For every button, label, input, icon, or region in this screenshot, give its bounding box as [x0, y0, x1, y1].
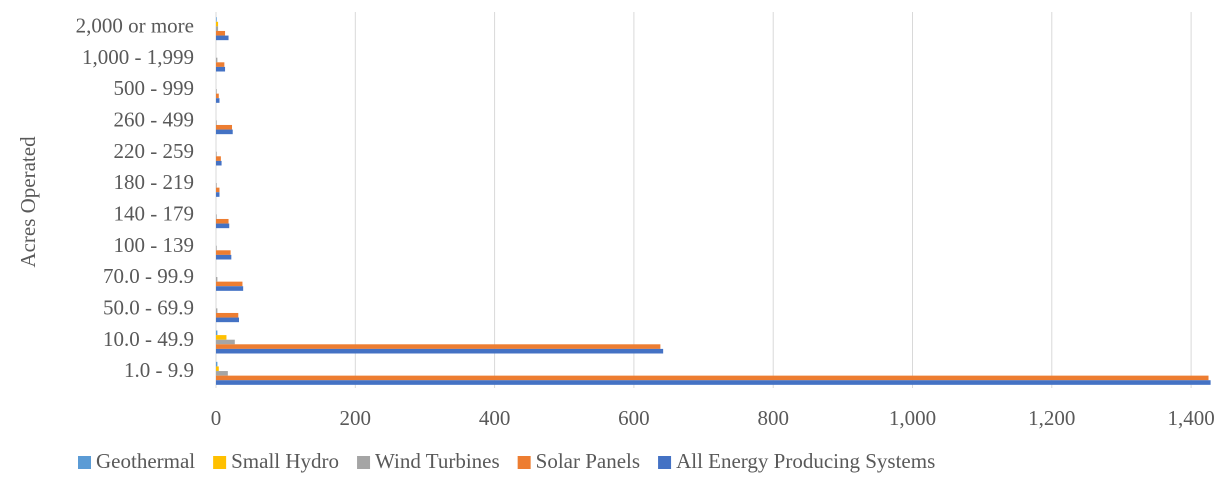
bar	[216, 156, 221, 161]
x-tick-label: 400	[479, 406, 511, 430]
category-label: 100 - 139	[114, 233, 195, 257]
bar	[216, 317, 239, 323]
bar	[216, 35, 229, 41]
bar	[216, 380, 1211, 385]
legend-swatch	[517, 456, 531, 469]
category-label: 10.0 - 49.9	[103, 327, 194, 351]
bar	[216, 30, 226, 36]
bar	[216, 187, 220, 193]
bar	[216, 366, 219, 372]
category-label: 140 - 179	[114, 201, 195, 225]
x-tick-label: 0	[211, 406, 222, 430]
bar	[216, 192, 220, 197]
category-label: 180 - 219	[114, 170, 195, 194]
y-axis-label: Acres Operated	[16, 136, 40, 268]
category-label: 260 - 499	[114, 107, 195, 131]
bar	[216, 361, 218, 367]
bar	[216, 223, 230, 229]
category-label: 70.0 - 99.9	[103, 264, 194, 288]
bar	[216, 98, 220, 103]
bar	[216, 124, 233, 130]
category-label: 500 - 999	[114, 76, 195, 100]
bar	[216, 308, 218, 313]
x-tick-label: 1,000	[889, 406, 936, 430]
bars-group	[216, 17, 1211, 385]
category-label: 2,000 or more	[76, 13, 194, 37]
bar	[216, 57, 218, 63]
bar	[216, 254, 232, 260]
x-tick-label: 600	[618, 406, 650, 430]
gridlines	[215, 12, 1192, 388]
bar	[216, 250, 231, 255]
category-label: 220 - 259	[114, 139, 195, 163]
x-tick-label: 1,200	[1028, 406, 1075, 430]
bar	[216, 277, 218, 282]
bar	[216, 214, 217, 219]
legend-swatch	[78, 456, 91, 469]
legend: Geothermal Small Hydro Wind Turbines Solar …	[78, 449, 935, 473]
legend-swatch	[213, 456, 227, 469]
bar	[216, 26, 219, 31]
bar	[216, 66, 226, 72]
bar	[216, 281, 243, 287]
x-tick-labels: 0 200 400 600 800 1,000 1,200 1,400	[211, 406, 1215, 430]
bar	[216, 348, 664, 354]
bar	[216, 160, 222, 166]
bar	[216, 89, 217, 94]
bar	[216, 120, 217, 125]
bar	[216, 330, 218, 336]
x-tick-label: 1,400	[1167, 406, 1214, 430]
bar	[216, 335, 227, 340]
bar	[216, 286, 244, 291]
legend-entry: Solar Panels	[536, 449, 640, 473]
legend-entry: Small Hydro	[231, 449, 339, 473]
bar	[216, 371, 228, 376]
bar	[216, 245, 217, 251]
bar	[216, 17, 217, 22]
bar	[216, 129, 233, 135]
legend-swatch	[658, 456, 672, 469]
bar	[216, 312, 239, 318]
category-labels: 1.0 - 9.9 10.0 - 49.9 50.0 - 69.9 70.0 - 99…	[76, 13, 194, 382]
category-label: 1,000 - 1,999	[82, 45, 194, 69]
bar	[216, 93, 219, 99]
bar	[216, 62, 225, 67]
bar	[216, 183, 217, 188]
bar	[216, 375, 1209, 381]
x-tick-label: 800	[757, 406, 789, 430]
bar	[216, 151, 217, 157]
legend-entry: Wind Turbines	[375, 449, 500, 473]
category-label: 50.0 - 69.9	[103, 295, 194, 319]
legend-swatch	[357, 456, 371, 469]
bar	[216, 21, 219, 27]
legend-entry: All Energy Producing Systems	[676, 449, 935, 473]
category-label: 1.0 - 9.9	[124, 358, 194, 382]
bar	[216, 344, 661, 349]
legend-entry: Geothermal	[96, 449, 195, 473]
bar	[216, 339, 235, 345]
x-tick-label: 200	[340, 406, 372, 430]
bar	[216, 218, 229, 224]
